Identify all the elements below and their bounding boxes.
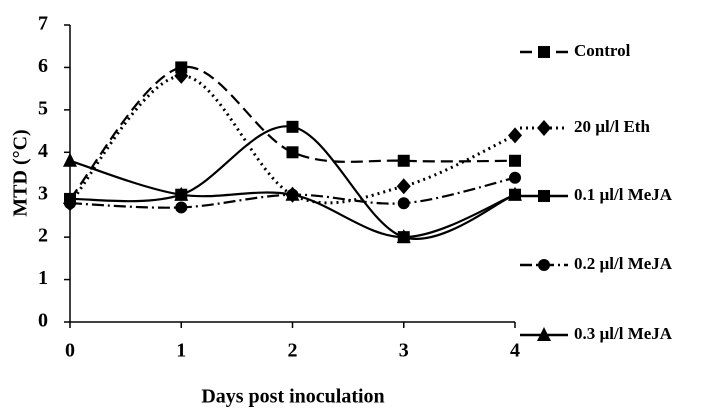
- marker: [509, 154, 521, 167]
- y-tick-label: 5: [38, 97, 48, 119]
- x-tick-label: 3: [399, 340, 409, 362]
- x-tick-label: 4: [510, 340, 520, 362]
- marker: [396, 229, 411, 244]
- y-tick-label: 7: [38, 13, 48, 35]
- legend-item: Control: [520, 41, 631, 60]
- legend-item: 0.3 µl/l MeJA: [520, 324, 673, 343]
- marker: [64, 197, 76, 210]
- legend-label: 0.3 µl/l MeJA: [574, 324, 673, 343]
- y-tick-label: 4: [38, 140, 48, 162]
- x-tick-label: 2: [288, 340, 298, 362]
- series-line: [69, 65, 516, 200]
- legend-marker: [538, 46, 550, 58]
- legend-marker: [537, 327, 551, 341]
- y-tick-label: 3: [38, 182, 48, 204]
- marker: [285, 186, 300, 201]
- legend-item: 0.1 µl/l MeJA: [520, 185, 673, 204]
- marker: [63, 152, 77, 167]
- marker: [508, 186, 522, 201]
- marker: [397, 154, 410, 167]
- marker: [175, 201, 188, 214]
- legend-label: Control: [574, 41, 631, 60]
- marker: [174, 67, 189, 84]
- marker: [397, 197, 410, 210]
- legend-label: 0.1 µl/l MeJA: [574, 185, 673, 204]
- legend-label: 20 µl/l Eth: [574, 117, 650, 136]
- series-line: [68, 74, 516, 205]
- marker: [508, 127, 522, 144]
- marker: [286, 146, 299, 159]
- legend-item: 20 µl/l Eth: [520, 117, 650, 136]
- x-axis-title: Days post inoculation: [201, 386, 384, 408]
- marker: [174, 186, 189, 201]
- marker: [396, 178, 411, 195]
- y-tick-label: 1: [38, 267, 48, 289]
- x-tick-label: 0: [65, 340, 75, 362]
- y-tick-label: 2: [38, 225, 48, 247]
- legend-marker: [538, 190, 550, 202]
- y-tick-label: 6: [38, 55, 48, 77]
- legend-label: 0.2 µl/l MeJA: [574, 254, 673, 273]
- legend-marker: [537, 120, 551, 136]
- marker: [509, 171, 521, 184]
- y-axis-title: MTD (°C): [10, 129, 32, 216]
- x-tick-label: 1: [176, 340, 186, 362]
- y-tick-label: 0: [38, 310, 48, 332]
- legend-marker: [538, 259, 550, 271]
- marker: [175, 61, 188, 74]
- marker: [286, 120, 299, 133]
- legend-item: 0.2 µl/l MeJA: [520, 254, 673, 273]
